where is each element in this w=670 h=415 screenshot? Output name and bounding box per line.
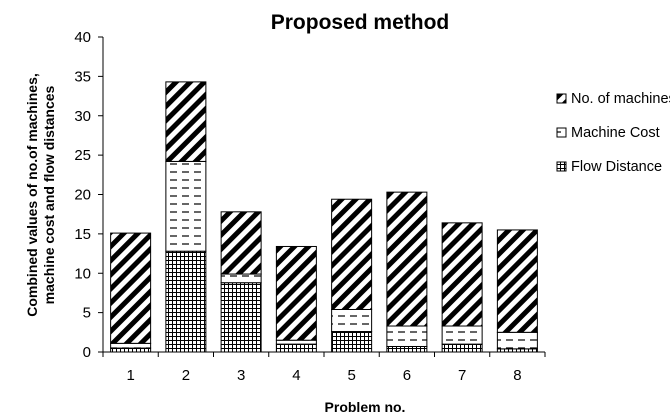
y-axis: 0 5 10 15 20 25 30 35 40 [74,29,104,361]
bar-segment-diagonal-7 [441,222,483,327]
x-tick-label: 6 [403,367,411,384]
bar-segment-dashes-3 [220,273,262,284]
bar-segment-grid-2 [165,250,207,353]
x-axis: 1 2 3 4 5 6 7 8 [102,351,546,384]
x-tick-label: 7 [458,367,466,384]
legend-swatch-diagonal [556,93,567,104]
y-axis-title: Combined values of no.of machines, machi… [24,73,57,316]
y-tick-label: 35 [74,68,91,85]
x-tick-label: 2 [182,367,190,384]
legend-label: Machine Cost [571,125,660,141]
bar-segment-grid-7 [441,343,483,353]
y-tick-label: 40 [74,29,91,46]
x-tick-label: 5 [347,367,355,384]
bar-segment-diagonal-2 [165,81,207,162]
legend-label: No. of machines [571,91,670,107]
bar-segment-dashes-8 [496,331,538,350]
bar-segment-grid-6 [386,345,428,353]
y-tick-label: 0 [83,344,91,361]
bar-segment-diagonal-6 [386,191,428,327]
legend-swatch-grid [556,161,567,172]
bar-segment-grid-1 [110,347,152,353]
bar-segment-dashes-1 [110,342,152,349]
bar-segment-dashes-2 [165,160,207,252]
chart-title: Proposed method [271,11,450,34]
bar-segment-diagonal-8 [496,229,538,333]
x-tick-label: 4 [292,367,300,384]
bar-segment-diagonal-4 [275,245,317,341]
bar-segment-diagonal-1 [110,232,152,344]
bar-segment-grid-5 [331,331,373,353]
bars [110,81,538,353]
y-tick-label: 15 [74,226,91,243]
bar-segment-dashes-7 [441,325,483,345]
bar-segment-dashes-5 [331,308,373,333]
y-axis-title-line-2: machine cost and flow distances [41,85,57,304]
bar-segment-diagonal-5 [331,198,373,310]
x-tick-label: 1 [126,367,134,384]
legend: No. of machines Machine Cost Flow Distance [556,91,670,175]
x-axis-title: Problem no. [325,399,406,415]
y-tick-label: 10 [74,265,91,282]
bar-segment-diagonal-3 [220,211,262,275]
y-tick-label: 20 [74,187,91,204]
legend-swatch-dashes [556,127,567,138]
x-tick-label: 3 [237,367,245,384]
legend-label: Flow Distance [571,159,662,175]
y-tick-label: 25 [74,147,91,164]
x-tick-label: 8 [513,367,521,384]
y-axis-title-line-1: Combined values of no.of machines, [24,73,40,316]
bar-segment-dashes-4 [275,339,317,345]
bar-segment-grid-4 [275,343,317,353]
bar-segment-dashes-6 [386,325,428,347]
y-tick-label: 30 [74,108,91,125]
y-tick-label: 5 [83,305,91,322]
bar-segment-grid-3 [220,282,262,353]
